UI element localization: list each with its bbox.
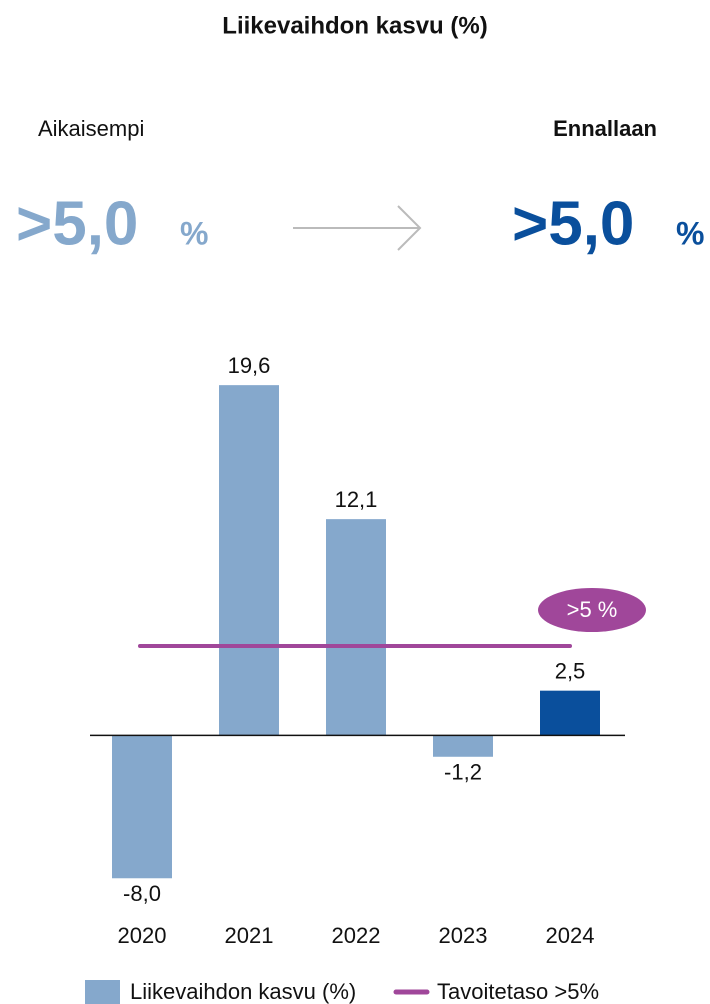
current-value: >5,0 xyxy=(512,189,634,258)
chart-title: Liikevaihdon kasvu (%) xyxy=(222,12,487,39)
arrow xyxy=(293,205,422,251)
legend-swatch xyxy=(85,980,120,1004)
bar xyxy=(112,735,172,879)
legend-label: Liikevaihdon kasvu (%) xyxy=(130,979,356,1004)
bar xyxy=(433,735,493,757)
bar xyxy=(540,690,600,736)
bar xyxy=(219,385,279,736)
legend-label: Tavoitetaso >5% xyxy=(437,979,599,1004)
previous-label: Aikaisempi xyxy=(38,116,144,141)
value-label: -8,0 xyxy=(123,881,161,906)
value-label: 2,5 xyxy=(555,658,586,683)
value-label: 12,1 xyxy=(335,487,378,512)
x-tick-label: 2020 xyxy=(118,923,167,948)
current-label: Ennallaan xyxy=(553,116,657,141)
previous-unit: % xyxy=(180,215,208,251)
value-label: 19,6 xyxy=(228,353,271,378)
value-label: -1,2 xyxy=(444,760,482,785)
bar xyxy=(326,519,386,736)
target-label: >5 % xyxy=(567,597,618,622)
x-tick-label: 2021 xyxy=(225,923,274,948)
x-tick-label: 2023 xyxy=(439,923,488,948)
x-tick-label: 2022 xyxy=(332,923,381,948)
current-unit: % xyxy=(676,215,704,251)
target-badge xyxy=(538,588,646,632)
previous-value: >5,0 xyxy=(16,189,138,258)
x-tick-label: 2024 xyxy=(546,923,595,948)
